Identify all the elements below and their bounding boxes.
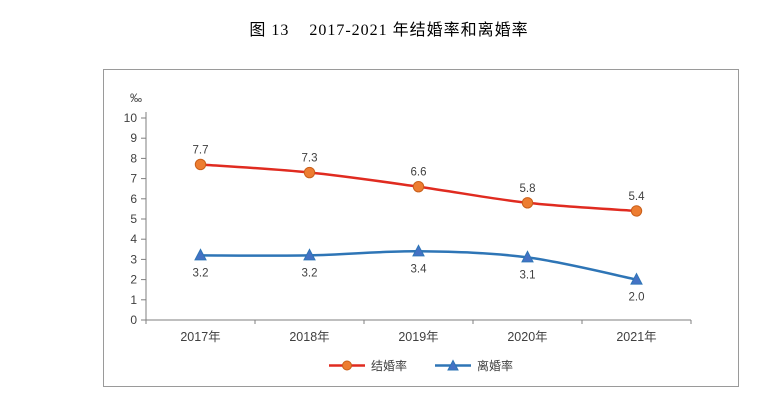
y-tick-label: 9: [130, 131, 137, 145]
y-tick-label: 8: [130, 151, 137, 165]
data-point-triangle: [194, 248, 207, 261]
y-tick-label: 7: [130, 172, 137, 186]
legend-marker: [447, 359, 459, 371]
x-category-label: 2020年: [507, 330, 547, 344]
legend-item-0: 结婚率: [328, 357, 407, 374]
x-category-label: 2019年: [398, 330, 438, 344]
data-label: 5.4: [629, 191, 646, 203]
data-label: 6.6: [411, 167, 427, 179]
y-tick-label: 0: [130, 313, 137, 327]
data-label: 7.3: [302, 153, 318, 165]
triangle-legend-marker-icon: [435, 359, 471, 371]
circle-legend-marker-icon: [328, 360, 365, 371]
figure-caption: 图 13 2017-2021 年结婚率和离婚率: [0, 16, 778, 40]
figure-number: 图 13: [249, 22, 290, 39]
data-label: 3.2: [302, 267, 318, 279]
y-axis-unit-label: ‰: [130, 91, 142, 105]
legend-label: 结婚率: [370, 359, 407, 373]
legend-marker: [341, 360, 352, 371]
data-label: 3.4: [411, 263, 428, 275]
y-tick-label: 1: [130, 293, 137, 307]
x-category-label: 2021年: [616, 330, 656, 344]
legend-label: 离婚率: [477, 359, 514, 373]
data-label: 7.7: [193, 144, 209, 156]
legend-item-1: 离婚率: [435, 357, 513, 374]
data-label: 5.8: [520, 183, 536, 195]
y-tick-label: 4: [130, 232, 137, 246]
data-label: 3.1: [520, 269, 536, 281]
chart-legend: 结婚率 离婚率: [104, 357, 738, 374]
y-tick-label: 6: [130, 192, 137, 206]
data-point-circle: [630, 205, 643, 217]
data-point-triangle: [521, 250, 534, 263]
data-label: 3.2: [193, 267, 209, 279]
line-chart: 0 1 2 3 4 5 6 7 8 9 10 ‰ 2017年 2018年 2019年 2020年 2021年 7.…: [124, 91, 692, 344]
data-point-triangle: [630, 272, 643, 285]
data-label: 2.0: [629, 292, 645, 304]
y-tick-label: 10: [124, 111, 138, 125]
x-category-label: 2018年: [289, 330, 329, 344]
data-point-triangle: [303, 248, 316, 261]
data-point-circle: [521, 197, 534, 209]
x-category-label: 2017年: [180, 330, 220, 344]
y-tick-label: 3: [130, 252, 137, 266]
figure-title: 2017-2021 年结婚率和离婚率: [309, 22, 529, 39]
chart-container: 0 1 2 3 4 5 6 7 8 9 10 ‰ 2017年 2018年 2019年 2020年 2021年 7.…: [103, 69, 739, 387]
data-point-circle: [412, 180, 425, 193]
data-point-circle: [303, 166, 316, 179]
data-point-circle: [194, 158, 207, 171]
y-tick-label: 5: [130, 212, 137, 226]
data-point-triangle: [412, 244, 425, 257]
y-tick-label: 2: [130, 273, 137, 287]
